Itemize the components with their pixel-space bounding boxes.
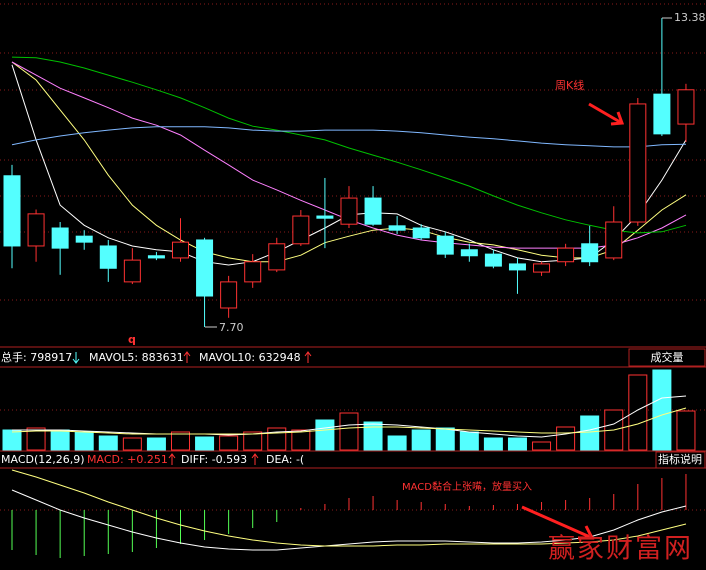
candle-body	[316, 215, 334, 219]
moving-average-line	[11, 126, 687, 148]
low-label: 7.70	[219, 321, 244, 334]
candle-body	[268, 243, 286, 271]
candle-body	[460, 249, 478, 257]
plot-layer	[2, 17, 696, 558]
candle-body	[220, 281, 238, 309]
volume-bar	[652, 369, 672, 451]
candle-body	[171, 241, 189, 259]
header-text: DIFF: -0.593	[181, 453, 247, 466]
candle-body	[533, 263, 551, 273]
candle-body	[677, 89, 695, 125]
volume-bar	[98, 435, 118, 451]
volume-bar	[435, 427, 455, 451]
volume-bar	[459, 431, 479, 451]
candle-body	[123, 259, 141, 283]
candle-body	[629, 103, 647, 223]
volume-bar	[532, 441, 552, 451]
candle-body	[364, 197, 382, 225]
header-text: 总手: 798917	[1, 350, 72, 364]
panel-title: 成交量	[651, 350, 684, 364]
candle-body	[75, 235, 93, 243]
volume-bar	[339, 412, 359, 451]
panel-title: 指标说明	[658, 452, 702, 466]
candle-body	[581, 243, 599, 263]
header-text: DEA: -(	[266, 453, 304, 466]
note-arrow	[521, 505, 595, 540]
volume-bar	[315, 419, 335, 451]
volume-bar	[676, 410, 696, 451]
down-arrow	[72, 352, 80, 364]
note-text: q	[128, 333, 136, 346]
candle-body	[605, 221, 623, 259]
volume-header: 总手: 798917 MAVOL5: 883631 MAVOL10: 63294…	[1, 350, 684, 364]
moving-average-line	[11, 56, 687, 234]
macd-line	[11, 489, 687, 551]
volume-bar	[74, 431, 94, 451]
candle-body	[27, 213, 45, 247]
macd-header: MACD(12,26,9) MACD: +0.251 DIFF: -0.593 …	[1, 452, 702, 466]
volume-bar	[507, 437, 527, 451]
volume-average-line	[11, 407, 687, 435]
volume-bar	[411, 429, 431, 451]
candle-body	[3, 175, 21, 247]
volume-title-box	[628, 348, 706, 367]
note-arrow	[588, 102, 625, 126]
candle-body	[244, 261, 262, 283]
macd-line	[11, 469, 687, 547]
candle-body	[51, 227, 69, 249]
candle-body	[412, 227, 430, 239]
candle-body	[653, 93, 671, 135]
high-label: 13.38	[674, 11, 706, 24]
candle-body	[99, 245, 117, 269]
candle-body	[436, 235, 454, 255]
up-arrow	[251, 453, 259, 465]
candle-body	[196, 239, 214, 297]
volume-bar	[170, 431, 190, 451]
up-arrow	[183, 351, 191, 363]
candle-body	[557, 247, 575, 263]
volume-bar	[556, 426, 576, 451]
volume-bar	[26, 427, 46, 451]
up-arrow	[304, 351, 312, 363]
volume-bar	[483, 437, 503, 451]
candle-body	[292, 215, 310, 245]
note-text: 周K线	[555, 78, 584, 92]
up-arrow	[168, 453, 176, 465]
volume-bar	[387, 435, 407, 451]
volume-bar	[580, 415, 600, 451]
volume-bar	[243, 431, 263, 451]
candle-body	[340, 197, 358, 225]
candle-body	[508, 263, 526, 271]
price-grid	[0, 3, 706, 511]
volume-bar	[195, 436, 215, 451]
header-text: MAVOL10: 632948	[199, 351, 301, 364]
note-text: MACD黏合上张嘴，放量买入	[402, 480, 532, 493]
volume-bar	[2, 429, 22, 451]
macd-title-box	[655, 451, 706, 469]
header-text: MACD: +0.251	[87, 453, 168, 466]
volume-bar	[219, 435, 239, 451]
volume-bar	[146, 437, 166, 451]
volume-bar	[628, 374, 648, 451]
volume-bar	[50, 429, 70, 451]
candle-body	[388, 225, 406, 231]
volume-bar	[291, 429, 311, 451]
volume-bar	[363, 421, 383, 451]
candle-body	[147, 255, 165, 259]
candle-body	[484, 253, 502, 267]
volume-bar	[122, 437, 142, 451]
header-text: MAVOL5: 883631	[89, 351, 184, 364]
header-text: MACD(12,26,9)	[1, 453, 85, 466]
watermark: 赢家财富网	[548, 534, 693, 565]
annotations: 13.38 7.70 周K线 q MACD黏合上张嘴，放量买入 赢家财富网	[128, 11, 706, 565]
